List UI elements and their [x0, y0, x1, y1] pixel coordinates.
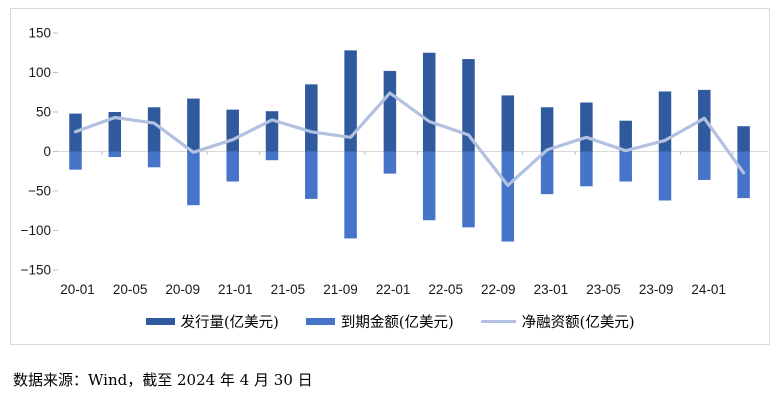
issuance-bar	[147, 107, 161, 152]
y-axis-label: 0	[43, 144, 51, 159]
x-axis-label: 20-05	[113, 282, 148, 297]
x-axis-label: 24-01	[691, 282, 726, 297]
x-axis-label: 23-01	[534, 282, 569, 297]
legend-label: 发行量(亿美元)	[180, 314, 279, 331]
issuance-bar	[305, 84, 318, 152]
chart-legend: 发行量(亿美元) 到期金额(亿美元) 净融资额(亿美元)	[11, 310, 769, 332]
y-axis-label: 50	[36, 105, 51, 120]
x-axis-label: 22-01	[376, 282, 411, 297]
y-axis-label: −50	[28, 184, 51, 199]
legend-item: 到期金额(亿美元)	[305, 311, 454, 332]
chart-frame: 150 100 50 0 −50 −100 −150 20-01 20-05 20-09 21-01…	[10, 8, 770, 345]
x-axis-label: 23-09	[639, 282, 674, 297]
issuance-bar	[658, 91, 672, 152]
issuance-bar	[462, 59, 475, 152]
x-axis-label: 23-05	[586, 282, 621, 297]
issuance-bar	[344, 50, 357, 152]
chart-plot-area: 150 100 50 0 −50 −100 −150 20-01 20-05 20-09 21-01…	[21, 26, 768, 297]
issuance-bar	[383, 70, 397, 152]
x-axis-label: 21-09	[323, 282, 358, 297]
maturity-bar	[187, 151, 200, 206]
y-axis-label: 100	[28, 65, 51, 80]
maturity-bar	[147, 151, 161, 168]
maturity-bar	[737, 151, 750, 199]
issuance-bar	[108, 112, 122, 152]
x-axis-label: 22-05	[428, 282, 463, 297]
maturity-bar	[658, 151, 672, 201]
x-axis-label: 20-01	[60, 282, 95, 297]
net-financing-line	[73, 91, 746, 188]
legend-line-swatch	[480, 319, 516, 323]
maturity-bar	[383, 151, 397, 174]
legend-label: 净融资额(亿美元)	[521, 314, 635, 331]
legend-label: 到期金额(亿美元)	[340, 314, 454, 331]
x-axis-label: 22-09	[481, 282, 516, 297]
maturity-bar	[501, 151, 515, 242]
maturity-bar	[108, 151, 122, 158]
maturity-bar	[265, 151, 279, 161]
maturity-bar	[422, 151, 436, 221]
data-source-note: 数据来源：Wind，截至 2024 年 4 月 30 日	[13, 371, 313, 389]
y-axis-label: −100	[21, 223, 51, 238]
maturity-bar	[580, 151, 593, 187]
y-axis-label: −150	[21, 263, 51, 278]
issuance-bar	[737, 126, 750, 152]
maturity-bar	[462, 151, 475, 228]
maturity-bar	[698, 151, 711, 180]
issuance-bar	[540, 107, 554, 152]
maturity-bar	[619, 151, 632, 182]
issuance-bar	[265, 111, 279, 152]
issuance-bar	[580, 102, 593, 152]
legend-bar-swatch	[145, 317, 175, 325]
maturity-bar	[344, 151, 357, 239]
legend-bar-swatch	[305, 317, 335, 325]
issuance-bar	[187, 98, 200, 152]
maturity-bar	[305, 151, 318, 199]
issuance-bar	[501, 95, 515, 152]
x-axis-label: 20-09	[165, 282, 200, 297]
issuance-bar	[619, 120, 632, 152]
x-axis-label: 21-05	[271, 282, 306, 297]
issuance-bar	[226, 109, 239, 152]
maturity-bar	[226, 151, 239, 182]
legend-item: 发行量(亿美元)	[145, 311, 279, 332]
maturity-bar	[69, 151, 82, 170]
issuance-bar	[422, 52, 436, 152]
x-axis-label: 21-01	[218, 282, 253, 297]
maturity-bar	[540, 151, 554, 195]
y-axis-label: 150	[28, 26, 51, 41]
legend-item: 净融资额(亿美元)	[480, 311, 635, 332]
